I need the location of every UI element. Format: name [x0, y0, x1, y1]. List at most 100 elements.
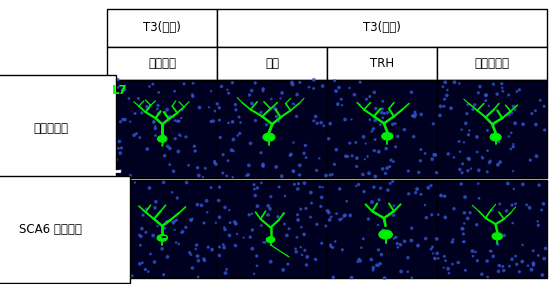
Point	[258, 89, 267, 93]
Point	[151, 199, 160, 204]
Point	[192, 243, 201, 247]
Point	[146, 252, 155, 256]
Point	[253, 186, 262, 190]
Point	[257, 151, 266, 155]
Point	[113, 85, 122, 90]
Point	[518, 259, 526, 264]
Point	[408, 275, 416, 280]
Point	[288, 80, 296, 85]
Point	[105, 95, 114, 100]
Point	[231, 243, 240, 248]
Point	[529, 261, 538, 266]
Point	[380, 276, 389, 280]
Point	[469, 107, 477, 112]
Point	[362, 97, 371, 101]
Point	[125, 246, 134, 251]
Point	[217, 84, 226, 89]
Point	[429, 251, 438, 256]
Point	[233, 133, 242, 138]
Point	[489, 254, 498, 258]
Point	[282, 233, 291, 238]
Point	[309, 86, 318, 91]
Point	[386, 181, 394, 186]
Point	[245, 163, 254, 168]
Point	[440, 97, 449, 101]
Point	[383, 110, 392, 115]
Point	[215, 253, 224, 258]
Point	[253, 204, 262, 208]
Point	[400, 127, 409, 132]
Point	[244, 172, 252, 177]
Point	[186, 218, 195, 222]
Point	[351, 140, 360, 145]
Point	[417, 112, 426, 117]
Bar	[437, 180, 547, 278]
Point	[460, 210, 469, 215]
Point	[139, 208, 148, 213]
Point	[118, 88, 127, 92]
Point	[363, 154, 372, 159]
Point	[263, 212, 272, 217]
Text: リルゾール: リルゾール	[475, 57, 510, 70]
Point	[428, 157, 437, 161]
Point	[383, 188, 392, 192]
Point	[248, 101, 256, 106]
Point	[326, 121, 334, 126]
Point	[116, 168, 125, 173]
Point	[457, 182, 466, 186]
Point	[495, 263, 504, 268]
Point	[170, 227, 179, 232]
Point	[190, 144, 199, 149]
Point	[312, 168, 321, 173]
Point	[455, 81, 464, 86]
Point	[258, 162, 267, 166]
Point	[215, 118, 224, 122]
Point	[200, 258, 209, 263]
Point	[259, 162, 268, 166]
Point	[376, 186, 385, 191]
Point	[124, 96, 133, 101]
Point	[193, 202, 202, 207]
Point	[515, 270, 524, 274]
Point	[286, 153, 295, 158]
Point	[169, 115, 178, 120]
Point	[266, 260, 275, 264]
Point	[174, 149, 183, 154]
Point	[256, 110, 265, 115]
Point	[367, 200, 376, 204]
Point	[477, 272, 486, 277]
Point	[126, 119, 135, 124]
Point	[407, 226, 416, 230]
Point	[356, 80, 365, 84]
Point	[160, 153, 169, 158]
Point	[527, 111, 536, 116]
Point	[116, 120, 125, 124]
Point	[534, 223, 543, 227]
Point	[324, 210, 333, 215]
Point	[374, 248, 383, 252]
Point	[114, 146, 123, 151]
Point	[440, 254, 449, 259]
Point	[441, 80, 450, 85]
Point	[251, 118, 260, 123]
Point	[250, 182, 258, 187]
Point	[163, 220, 172, 224]
Point	[411, 112, 420, 117]
Point	[537, 208, 546, 212]
Point	[503, 181, 512, 186]
Point	[371, 174, 380, 179]
Point	[498, 86, 507, 90]
Point	[108, 198, 117, 202]
Point	[273, 215, 282, 219]
Point	[502, 208, 511, 213]
Point	[422, 215, 431, 220]
Point	[166, 146, 174, 151]
Bar	[327, 180, 437, 278]
Point	[266, 206, 274, 211]
Point	[454, 260, 463, 265]
Point	[228, 175, 237, 179]
Point	[437, 193, 446, 198]
Point	[531, 122, 540, 127]
Point	[393, 134, 402, 139]
Point	[216, 135, 224, 140]
